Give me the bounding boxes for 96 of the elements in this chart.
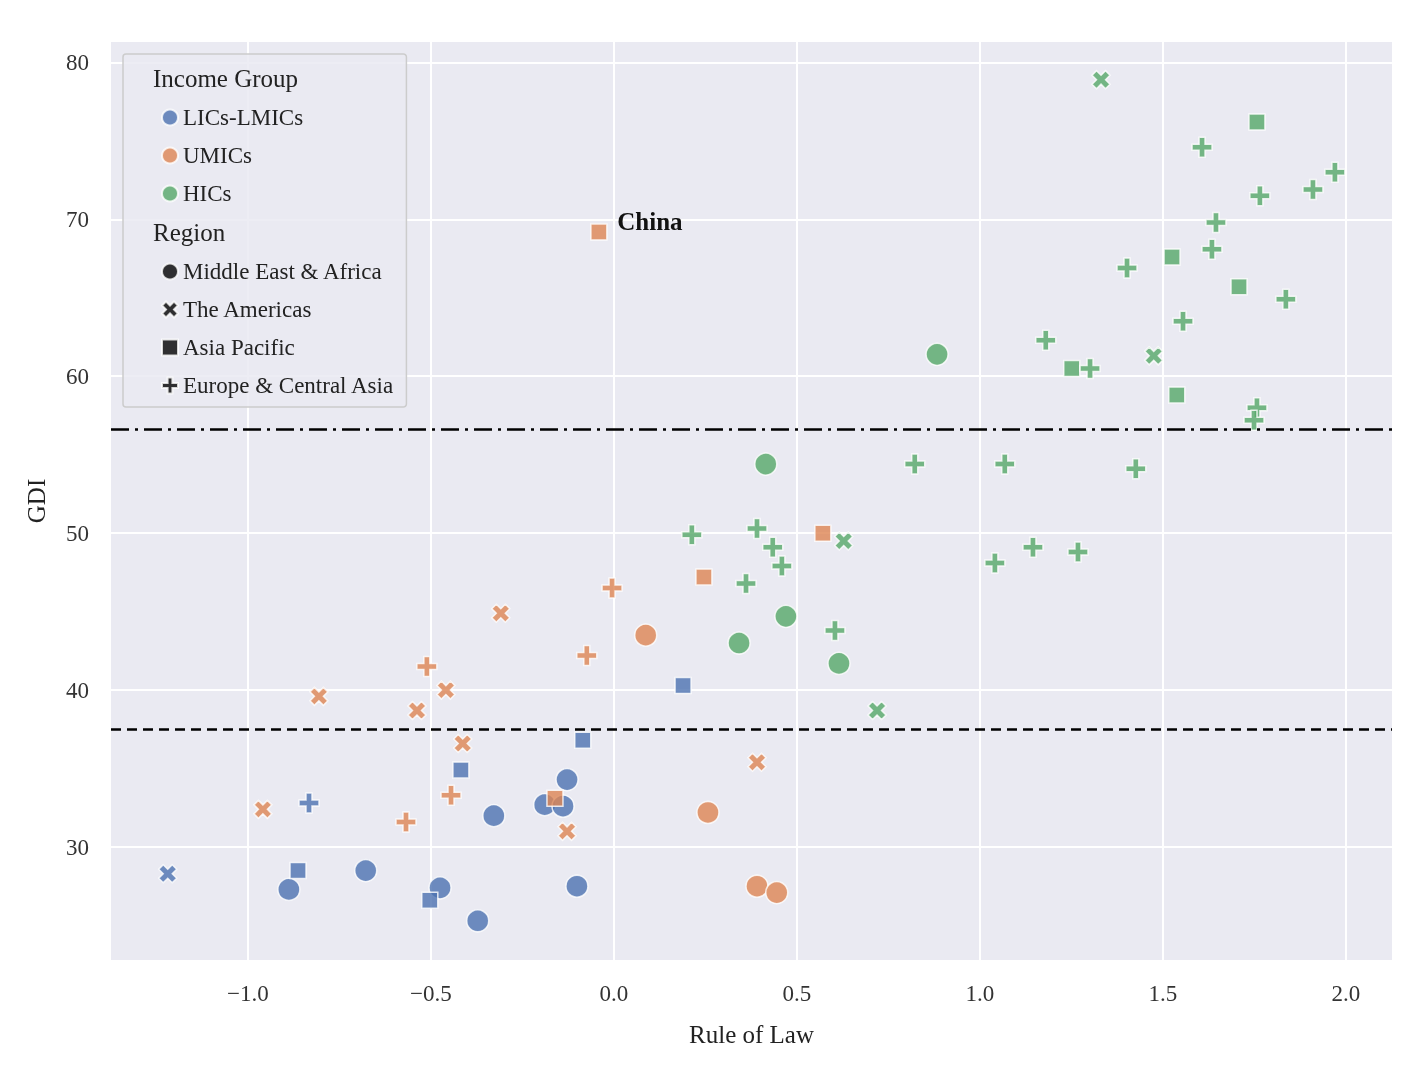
legend-label: The Americas xyxy=(183,297,312,322)
point xyxy=(1205,211,1227,234)
point xyxy=(903,453,926,475)
point xyxy=(1035,329,1057,351)
annotation: China xyxy=(617,208,684,236)
point xyxy=(754,452,778,476)
point xyxy=(1168,386,1186,404)
point xyxy=(1172,310,1194,333)
point xyxy=(407,700,427,721)
y-tick-label: 30 xyxy=(66,834,89,860)
point xyxy=(1091,69,1111,90)
legend-label: Middle East & Africa xyxy=(183,259,382,284)
point xyxy=(761,536,784,559)
point xyxy=(1063,359,1081,378)
point xyxy=(1067,541,1089,563)
point xyxy=(674,676,692,695)
point xyxy=(565,874,589,898)
legend-label: Europe & Central Asia xyxy=(183,373,394,398)
point xyxy=(1163,248,1181,266)
legend-label: Asia Pacific xyxy=(183,335,295,360)
point xyxy=(867,700,887,721)
point xyxy=(574,731,592,750)
point xyxy=(774,604,798,629)
point xyxy=(452,761,470,779)
point xyxy=(1079,357,1101,380)
point xyxy=(827,651,851,676)
y-tick-label: 40 xyxy=(66,677,89,703)
point xyxy=(466,909,490,933)
point xyxy=(747,752,767,773)
point xyxy=(1116,257,1138,279)
text: Region xyxy=(153,219,226,246)
x-tick-label: 1.0 xyxy=(965,981,995,1006)
point xyxy=(1248,113,1266,131)
point xyxy=(482,803,506,828)
point xyxy=(696,800,720,825)
x-tick-label: 1.5 xyxy=(1148,981,1178,1006)
point xyxy=(1243,409,1265,431)
point xyxy=(771,555,793,577)
point xyxy=(395,811,417,833)
x-tick-label: −0.5 xyxy=(410,981,452,1006)
point xyxy=(1201,238,1223,260)
point xyxy=(994,453,1016,475)
point xyxy=(298,792,320,814)
point xyxy=(557,821,577,842)
point xyxy=(634,623,658,647)
point xyxy=(440,784,462,806)
point xyxy=(735,572,757,595)
point xyxy=(289,861,307,880)
text: Income Group xyxy=(153,65,299,92)
point xyxy=(253,799,273,820)
point xyxy=(814,524,832,542)
legend-label: HICs xyxy=(183,181,232,206)
point xyxy=(1125,458,1147,480)
point xyxy=(1230,278,1248,296)
point xyxy=(277,877,301,902)
point xyxy=(1302,178,1324,201)
point xyxy=(824,619,846,642)
point xyxy=(1022,536,1044,559)
point xyxy=(746,517,768,540)
point xyxy=(491,603,511,623)
point xyxy=(452,733,473,754)
point xyxy=(1143,346,1164,366)
y-tick-label: 60 xyxy=(66,363,89,389)
y-tick-label: 50 xyxy=(66,520,89,546)
point xyxy=(416,655,438,678)
point xyxy=(925,342,949,367)
point xyxy=(1191,136,1213,158)
point xyxy=(727,631,751,655)
x-tick-label: 0.0 xyxy=(599,981,629,1006)
point xyxy=(421,891,439,910)
legend-label: UMICs xyxy=(183,143,253,168)
point xyxy=(833,531,854,551)
point xyxy=(1275,288,1297,311)
point xyxy=(745,874,769,898)
y-tick-label: 70 xyxy=(66,206,89,232)
point xyxy=(765,880,789,905)
x-tick-label: 2.0 xyxy=(1331,981,1361,1006)
x-tick-label: −1.0 xyxy=(227,981,269,1006)
point xyxy=(1249,185,1271,207)
point xyxy=(354,858,378,883)
point xyxy=(695,568,713,586)
point xyxy=(601,577,623,599)
point xyxy=(576,644,598,667)
y-tick-label: 80 xyxy=(66,49,89,75)
point xyxy=(681,523,703,546)
point xyxy=(1324,161,1346,183)
y-axis-title: GDI xyxy=(23,478,50,524)
point xyxy=(590,223,608,241)
x-axis-title: Rule of Law xyxy=(689,1021,814,1048)
point xyxy=(436,680,456,700)
point xyxy=(157,863,178,884)
point xyxy=(555,767,579,792)
x-tick-label: 0.5 xyxy=(782,981,812,1006)
point xyxy=(309,686,329,707)
legend-label: LICs-LMICs xyxy=(183,105,304,130)
point xyxy=(984,552,1006,574)
